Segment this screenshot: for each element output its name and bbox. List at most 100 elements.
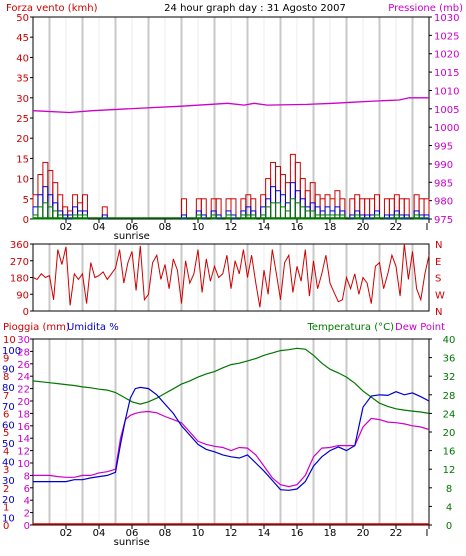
dewpoint-tick-label: 24 — [17, 372, 30, 383]
x-tick-label: 06 — [126, 222, 139, 233]
dewpoint-tick-label: 14 — [17, 434, 30, 445]
wind-lull-bar — [210, 214, 217, 220]
dewpoint-tick-label: 12 — [17, 447, 30, 458]
humidity-tick-label: 100 — [2, 346, 21, 357]
temperature-axis-title: Temperatura (°C) — [306, 322, 394, 333]
dewpoint-axis-title: Dew Point — [395, 322, 445, 333]
rain-tick-label: 8 — [3, 372, 9, 383]
temperature-tick-label: 24 — [443, 409, 456, 420]
compass-label: N — [435, 240, 442, 251]
direction-degree-label: 0 — [23, 307, 29, 318]
wind-lull-bar — [354, 214, 361, 220]
pressure-line — [32, 97, 429, 114]
temperature-line — [32, 347, 430, 414]
rain-axis-title: Pioggia (mm) — [3, 322, 70, 333]
x-tick-label: 04 — [93, 528, 106, 539]
x-tick-label: 04 — [93, 222, 106, 233]
wind-direction-line — [32, 243, 430, 308]
x-tick-label: 16 — [291, 222, 304, 233]
temperature-tick-label: 16 — [443, 447, 456, 458]
humidity-tick-label: 90 — [2, 365, 15, 376]
humidity-tick-label: 30 — [2, 476, 15, 487]
x-tick-label: 12 — [225, 528, 238, 539]
rain-tick-label: 0 — [3, 521, 9, 532]
temperature-tick-label: 20 — [443, 428, 456, 439]
humidity-tick-label: 70 — [2, 402, 15, 413]
wind-average-bar — [181, 214, 187, 220]
wind-tick-label: 30 — [16, 94, 29, 105]
x-tick-label: 12 — [225, 222, 238, 233]
dewpoint-tick-label: 28 — [17, 347, 30, 358]
dewpoint-tick-label: 6 — [24, 484, 30, 495]
wind-tick-label: 35 — [16, 74, 29, 85]
wind-average-bar — [101, 214, 108, 220]
pressure-tick-label: 1020 — [434, 50, 459, 61]
rain-tick-label: 5 — [3, 428, 9, 439]
temperature-tick-label: 0 — [446, 521, 452, 532]
x-tick-label: 22 — [390, 528, 403, 539]
compass-label: E — [435, 257, 441, 268]
pressure-axis-title: Pressione (mb) — [388, 3, 463, 14]
wind-tick-label: 40 — [16, 53, 29, 64]
x-tick-label: 20 — [357, 222, 370, 233]
wind-speed-axis-title: Forza vento (kmh) — [6, 3, 98, 14]
humidity-tick-label: 10 — [2, 513, 15, 524]
pressure-tick-label: 995 — [434, 142, 453, 153]
x-tick-label: 02 — [60, 528, 73, 539]
pressure-tick-label: 1000 — [434, 123, 459, 134]
rain-tick-label: 3 — [3, 465, 9, 476]
rain-tick-label: 9 — [3, 354, 9, 365]
direction-degree-label: 90 — [16, 290, 29, 301]
direction-degree-label: 180 — [10, 274, 29, 285]
wind-lull-bar — [413, 214, 420, 220]
compass-label: N — [435, 307, 442, 318]
x-tick-label: 16 — [291, 528, 304, 539]
humidity-tick-label: 50 — [2, 439, 15, 450]
x-tick-label: 18 — [324, 528, 337, 539]
humidity-line — [33, 386, 430, 491]
wind-tick-label: 10 — [16, 175, 29, 186]
pressure-tick-label: 975 — [434, 215, 453, 226]
compass-label: W — [435, 290, 445, 301]
rain-humidity-temperature-panel: Pioggia (mm)Umidita % Temperatura (°C) Dew… — [2, 322, 455, 548]
x-tick-label: 08 — [159, 528, 172, 539]
temperature-tick-label: 8 — [446, 484, 452, 495]
dewpoint-line — [33, 410, 430, 488]
wind-tick-label: 15 — [16, 154, 29, 165]
wind-tick-label: 5 — [23, 195, 29, 206]
x-tick-label: 08 — [159, 222, 172, 233]
pressure-tick-label: 1030 — [434, 13, 459, 24]
humidity-tick-label: 20 — [2, 495, 15, 506]
pressure-tick-label: 980 — [434, 197, 453, 208]
humidity-tick-label: 40 — [2, 458, 15, 469]
wind-lull-bar — [195, 214, 202, 220]
wind-average-bar — [403, 214, 410, 220]
temperature-tick-label: 4 — [446, 502, 452, 513]
x-tick-label: 14 — [258, 222, 271, 233]
wind-tick-label: 50 — [16, 13, 29, 24]
sunrise-label: sunrise — [114, 231, 150, 242]
wind-tick-label: 25 — [16, 114, 29, 125]
wind-lull-bar — [339, 214, 346, 220]
direction-degree-label: 270 — [10, 257, 29, 268]
dewpoint-tick-label: 10 — [17, 459, 30, 470]
dewpoint-tick-label: 4 — [24, 496, 30, 507]
pressure-tick-label: 1005 — [434, 105, 459, 116]
wind-lull-bar — [374, 214, 380, 220]
dewpoint-tick-label: 8 — [24, 471, 30, 482]
wind-lull-bar — [250, 214, 257, 220]
humidity-tick-label: 80 — [2, 383, 15, 394]
x-tick-label: 20 — [357, 528, 370, 539]
wind-tick-label: 20 — [16, 134, 29, 145]
temperature-tick-label: 28 — [443, 391, 456, 402]
direction-degree-label: 360 — [10, 240, 29, 251]
wind-pressure-panel: 0510152025303540455097598098599099510001… — [16, 13, 459, 242]
wind-tick-label: 45 — [16, 33, 29, 44]
x-tick-label: 10 — [192, 222, 205, 233]
wind-lull-bar — [57, 214, 64, 220]
wind-average-bar — [423, 214, 430, 220]
dewpoint-tick-label: 16 — [17, 422, 30, 433]
pressure-tick-label: 1015 — [434, 68, 459, 79]
rain-tick-label: 10 — [3, 335, 16, 346]
dewpoint-tick-label: 26 — [17, 360, 30, 371]
